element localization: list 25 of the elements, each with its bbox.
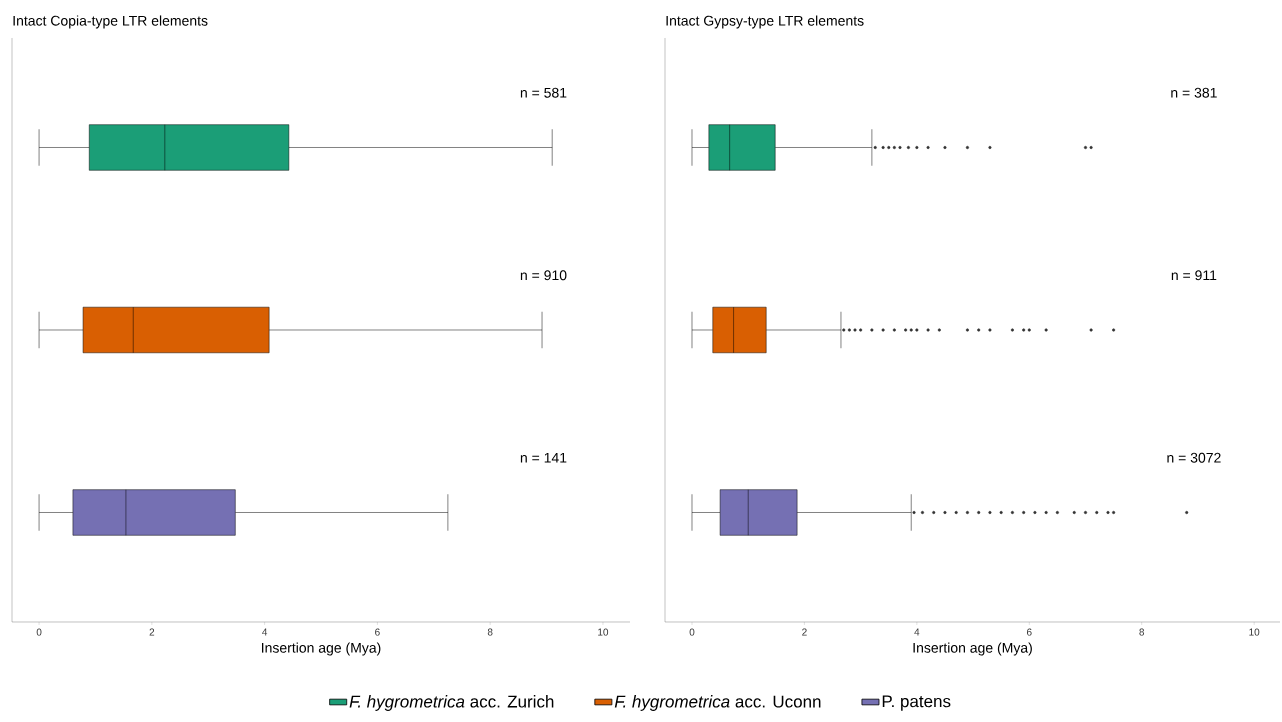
legend-label: F. hygrometrica acc. Uconn [614,695,821,711]
x-tick-label: 8 [487,628,493,636]
x-tick-label: 6 [1027,628,1032,636]
x-tick-label: 0 [36,628,42,636]
x-tick-label: 10 [598,628,609,636]
annotation: n = 581 [520,87,567,98]
x-tick-label: 0 [689,628,695,636]
x-tick-label: 6 [375,628,380,636]
annotation: n = 141 [520,452,567,463]
x-axis-title: Insertion age (Mya) [261,642,381,656]
x-tick-label: 4 [914,628,920,636]
x-tick-label: 4 [262,628,268,636]
legend-label: F. hygrometrica acc. Zurich [349,695,554,711]
annotation: n = 3072 [1167,452,1221,463]
annotation: n = 911 [1171,270,1217,281]
x-tick-label: 8 [1139,628,1145,636]
annotation: n = 381 [1171,87,1217,98]
x-axis-title: Insertion age (Mya) [913,642,1032,656]
x-tick-label: 2 [802,628,807,636]
x-tick-label: 10 [1249,628,1260,636]
chart-title: Intact Gypsy-type LTR elements [666,15,864,29]
chart-title: Intact Copia-type LTR elements [13,15,208,29]
annotation: n = 910 [520,270,567,281]
x-tick-label: 2 [149,628,155,636]
legend-label: P. patens [882,695,951,711]
